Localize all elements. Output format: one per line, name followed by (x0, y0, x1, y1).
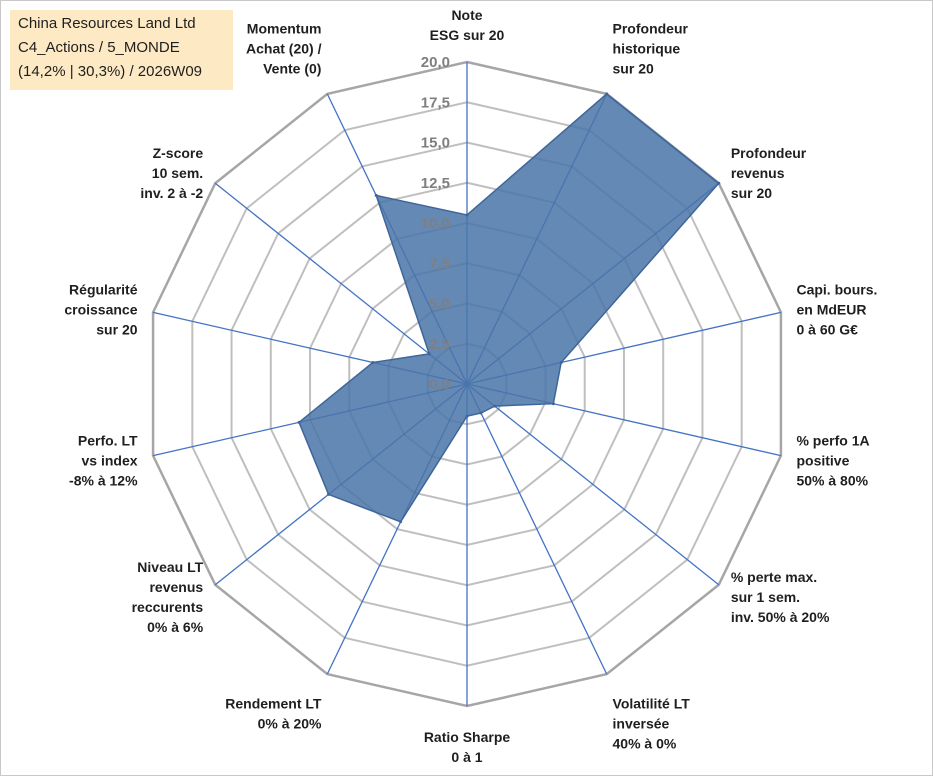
data-point (327, 492, 331, 496)
data-point (465, 213, 469, 217)
data-point (493, 404, 497, 408)
tick-label: 17,5 (421, 94, 450, 111)
axis-label: Capi. bours. en MdEUR 0 à 60 G€ (796, 281, 877, 337)
title-line-category: C4_Actions / 5_MONDE (18, 39, 180, 56)
axis-label: Niveau LT revenus reccurents 0% à 6% (132, 559, 204, 635)
title-line-company: China Resources Land Ltd (18, 15, 196, 32)
tick-label: 20,0 (421, 54, 450, 71)
tick-label: 2,5 (429, 336, 450, 353)
axis-label: Note ESG sur 20 (430, 7, 505, 43)
axis-label: Profondeur revenus sur 20 (731, 145, 807, 201)
title-line-stats: (14,2% | 30,3%) / 2026W09 (18, 63, 202, 80)
tick-label: 5,0 (429, 296, 450, 313)
axis-label: Momentum Achat (20) / Vente (0) (246, 21, 322, 77)
data-point (479, 411, 483, 415)
axis-label: % perfo 1A positive 50% à 80% (796, 433, 869, 489)
tick-label: 12,5 (421, 175, 450, 192)
tick-label: 7,5 (429, 255, 450, 272)
tick-label: 0,0 (429, 376, 450, 393)
data-point (551, 402, 555, 406)
axis-spoke (214, 182, 468, 385)
axis-spoke (466, 383, 608, 675)
series-area (298, 92, 720, 523)
data-point (371, 361, 375, 365)
tick-label: 10,0 (421, 215, 450, 232)
data-point (427, 352, 431, 356)
data-point (297, 420, 301, 424)
data-point (399, 520, 403, 524)
axis-label: Rendement LT 0% à 20% (225, 695, 322, 731)
data-point (374, 193, 378, 197)
data-point (465, 414, 469, 418)
chart-title-box: China Resources Land Ltd C4_Actions / 5_… (10, 10, 233, 90)
axis-label: Profondeur historique sur 20 (613, 21, 689, 77)
axis-label: Perfo. LT vs index -8% à 12% (69, 433, 138, 489)
axis-spoke (466, 383, 720, 586)
radar-series (297, 92, 721, 524)
axis-label: % perte max. sur 1 sem. inv. 50% à 20% (731, 569, 830, 625)
axis-label: Z-score 10 sem. inv. 2 à -2 (140, 145, 203, 201)
radar-axis-labels: Note ESG sur 20 Profondeur historique sur 20… (64, 7, 877, 765)
data-point (717, 181, 721, 185)
axis-label: Volatilité LT inversée 40% à 0% (613, 695, 691, 751)
tick-label: 15,0 (421, 135, 450, 152)
radar-tick-labels: 0,0 2,5 5,0 7,5 10,0 12,5 15,0 17,5 20,0 (421, 54, 450, 393)
data-point (605, 92, 609, 96)
axis-label: Ratio Sharpe 0 à 1 (424, 729, 511, 765)
data-point (559, 361, 563, 365)
axis-label: Régularité croissance sur 20 (64, 281, 137, 337)
